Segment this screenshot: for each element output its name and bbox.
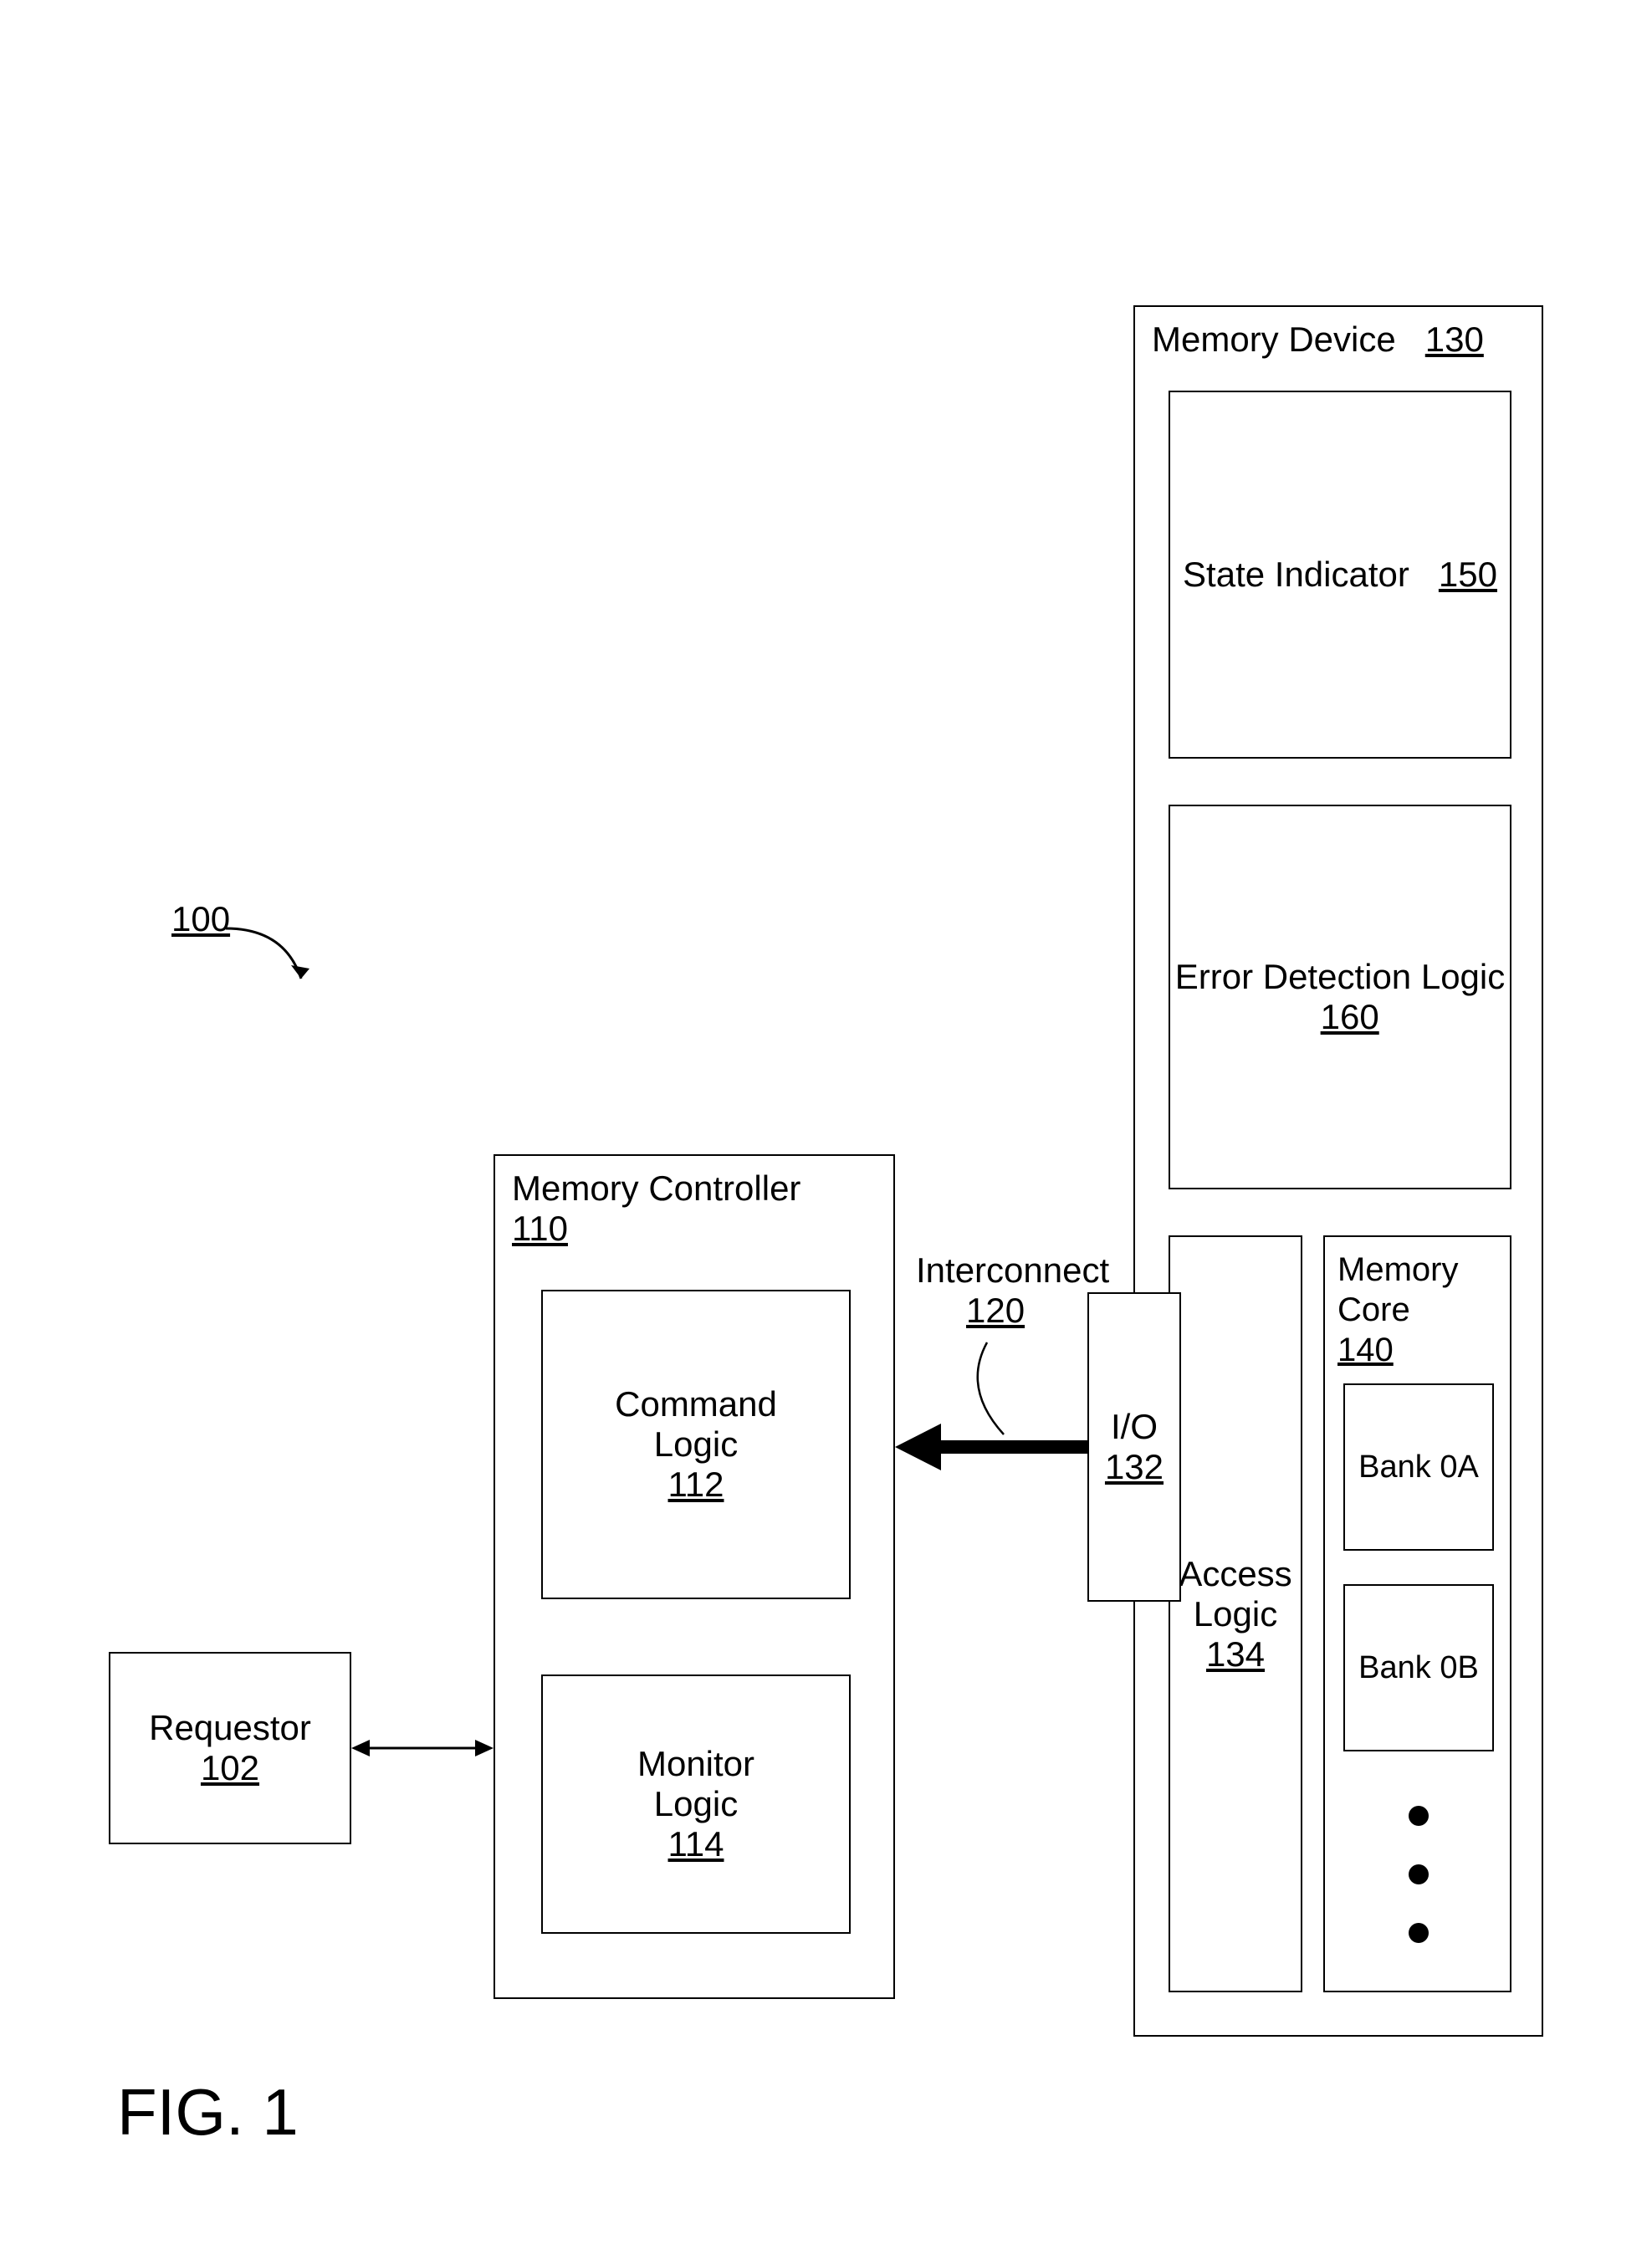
bank-0b-box: Bank 0B (1343, 1584, 1494, 1751)
error-detection-title: Error Detection Logic (1175, 957, 1506, 996)
memory-core-title: Memory Core (1337, 1250, 1505, 1330)
bank-0b-label: Bank 0B (1358, 1650, 1479, 1686)
access-logic-box: Access Logic 134 (1169, 1235, 1302, 1992)
monitor-logic-box: Monitor Logic 114 (541, 1674, 851, 1934)
access-logic-line2: Logic (1194, 1594, 1277, 1634)
interconnect-title: Interconnect (916, 1250, 1133, 1291)
command-logic-ref: 112 (668, 1465, 724, 1505)
memory-controller-title: Memory Controller (512, 1168, 800, 1208)
error-detection-box: Error Detection Logic 160 (1169, 805, 1511, 1189)
memory-core-ref: 140 (1337, 1330, 1505, 1370)
memory-controller-box: Memory Controller 110 Command Logic 112 … (494, 1154, 895, 1999)
state-indicator-title: State Indicator (1183, 555, 1409, 594)
command-logic-line2: Logic (654, 1424, 738, 1465)
monitor-logic-line2: Logic (654, 1784, 738, 1824)
io-box: I/O 132 (1087, 1292, 1181, 1602)
bank-0a-label: Bank 0A (1358, 1449, 1479, 1485)
command-logic-line1: Command (615, 1384, 777, 1424)
memory-device-title: Memory Device (1152, 320, 1396, 359)
requestor-box: Requestor 102 (109, 1652, 351, 1844)
figure-label: FIG. 1 (117, 2074, 299, 2150)
memory-core-box: Memory Core 140 Bank 0A Bank 0B (1323, 1235, 1511, 1992)
io-ref: 132 (1105, 1447, 1164, 1487)
error-detection-ref: 160 (1321, 997, 1379, 1036)
memory-core-label-wrap: Memory Core 140 (1337, 1250, 1505, 1370)
memory-device-ref: 130 (1425, 320, 1484, 359)
figure-label-text: FIG. 1 (117, 2075, 299, 2149)
requestor-title: Requestor (149, 1708, 311, 1748)
state-indicator-ref: 150 (1439, 555, 1497, 594)
figure-page: 100 Requestor 102 Memory Controller 110 … (0, 0, 1652, 2265)
requestor-controller-arrow (351, 1731, 494, 1765)
access-logic-ref: 134 (1206, 1634, 1265, 1674)
ellipsis-dot-3 (1409, 1923, 1429, 1943)
ellipsis-dot-1 (1409, 1806, 1429, 1826)
access-logic-line1: Access (1179, 1554, 1291, 1594)
system-ref-arrow (217, 920, 335, 1020)
monitor-logic-line1: Monitor (637, 1744, 754, 1784)
memory-controller-ref: 110 (512, 1209, 568, 1248)
state-indicator-box: State Indicator 150 (1169, 391, 1511, 759)
memory-device-box: Memory Device 130 State Indicator 150 Er… (1133, 305, 1543, 2037)
bank-0a-box: Bank 0A (1343, 1383, 1494, 1551)
memory-device-label-wrap: Memory Device 130 (1152, 320, 1484, 360)
memory-controller-label-wrap: Memory Controller 110 (512, 1168, 800, 1249)
io-title: I/O (1111, 1407, 1158, 1447)
requestor-ref: 102 (201, 1748, 259, 1788)
monitor-logic-ref: 114 (668, 1824, 724, 1864)
ellipsis-dot-2 (1409, 1864, 1429, 1884)
command-logic-box: Command Logic 112 (541, 1290, 851, 1599)
